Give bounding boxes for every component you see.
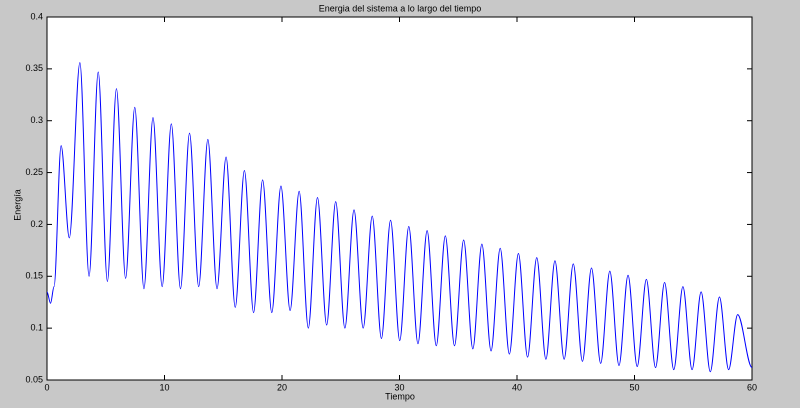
x-tick-label: 50	[629, 382, 639, 392]
x-tick-label: 20	[277, 382, 287, 392]
y-tick-label: 0.25	[25, 167, 43, 177]
y-tick-label: 0.2	[30, 219, 43, 229]
y-tick-label: 0.4	[30, 11, 43, 21]
y-tick-label: 0.05	[25, 374, 43, 384]
y-axis-label: Energía	[12, 189, 22, 221]
y-tick-label: 0.3	[30, 115, 43, 125]
y-tick-label: 0.1	[30, 323, 43, 333]
x-tick-label: 10	[159, 382, 169, 392]
x-tick-label: 40	[512, 382, 522, 392]
line-series	[46, 62, 753, 373]
plot-area	[47, 17, 752, 380]
x-tick-label: 60	[747, 382, 757, 392]
chart-title: Energia del sistema a lo largo del tiemp…	[319, 3, 482, 13]
y-tick-label: 0.35	[25, 63, 43, 73]
x-tick-label: 30	[394, 382, 404, 392]
y-tick-label: 0.15	[25, 271, 43, 281]
axes-box	[46, 16, 753, 381]
x-tick-label: 0	[44, 382, 49, 392]
x-axis-label: Tiempo	[385, 391, 415, 401]
